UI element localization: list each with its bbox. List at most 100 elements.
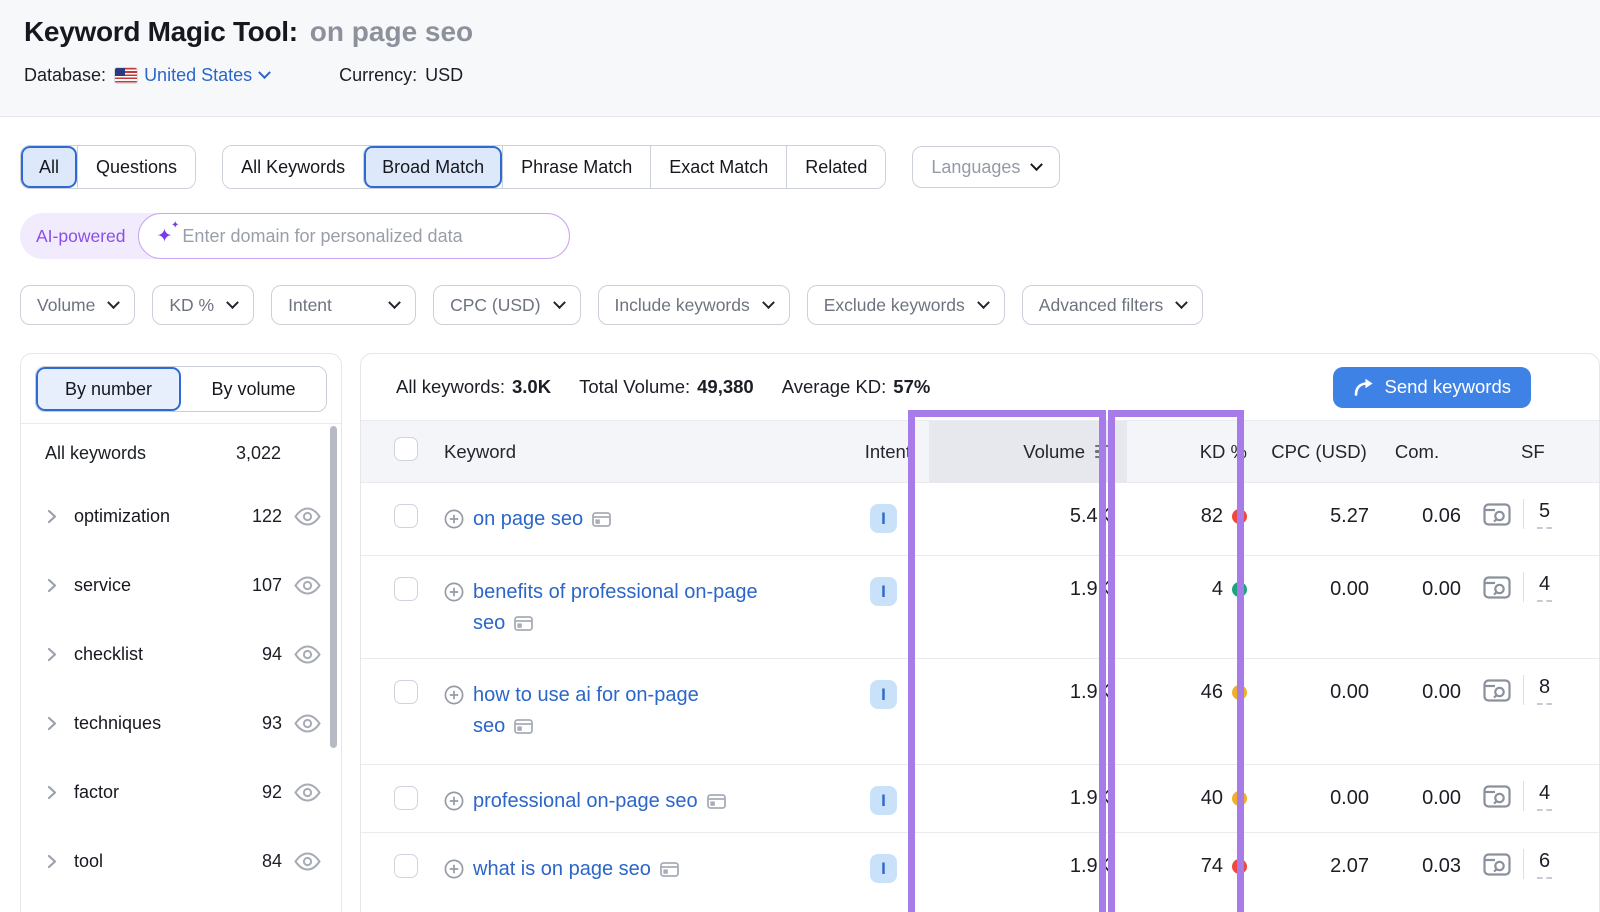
group-count: 94 [261, 644, 282, 664]
cpc-value: 5.27 [1330, 505, 1369, 527]
serp-page-icon[interactable] [660, 856, 679, 887]
toggle-by-volume[interactable]: By volume [181, 367, 326, 411]
stat-value: 49,380 [697, 376, 754, 397]
sf-count[interactable]: 6 [1537, 850, 1553, 879]
sidebar-group-optimization[interactable]: optimization 122 [21, 482, 341, 551]
cpc-value: 0.00 [1330, 787, 1369, 809]
stat-total-volume: Total Volume: 49,380 [579, 376, 754, 398]
domain-input[interactable] [182, 225, 551, 247]
serp-page-icon[interactable] [514, 610, 534, 641]
page-title: Keyword Magic Tool: [24, 16, 298, 47]
keyword-groups-sidebar: By number By volume All keywords 3,022 o… [20, 353, 342, 912]
serp-search-icon[interactable] [1483, 852, 1511, 876]
send-arrow-icon [1354, 378, 1373, 396]
row-checkbox[interactable] [394, 680, 418, 704]
serp-search-icon[interactable] [1483, 502, 1511, 526]
filter-intent[interactable]: Intent [271, 285, 417, 325]
filter-kd[interactable]: KD % [152, 285, 255, 325]
kd-value: 40 [1200, 787, 1223, 809]
sf-count[interactable]: 4 [1537, 573, 1553, 602]
eye-icon[interactable] [294, 645, 321, 664]
chevron-right-icon [47, 785, 57, 800]
tab-exact-match[interactable]: Exact Match [650, 146, 787, 188]
eye-icon[interactable] [294, 714, 321, 733]
keyword-link[interactable]: professional on-page seo [473, 786, 726, 819]
com-value: 0.00 [1422, 681, 1461, 703]
filter-include-keywords[interactable]: Include keywords [597, 285, 790, 325]
select-all-checkbox[interactable] [394, 437, 418, 461]
database-value: United States [144, 65, 253, 85]
serp-page-icon[interactable] [514, 713, 534, 744]
add-circle-icon[interactable] [444, 791, 464, 819]
tab-all[interactable]: All [21, 146, 78, 188]
sidebar-group-tool[interactable]: tool 84 [21, 827, 341, 896]
sidebar-group-techniques[interactable]: techniques 93 [21, 689, 341, 758]
eye-icon[interactable] [294, 852, 321, 871]
toggle-by-number[interactable]: By number [36, 367, 181, 411]
keyword-link[interactable]: on page seo [473, 504, 612, 537]
eye-icon[interactable] [294, 576, 321, 595]
add-circle-icon[interactable] [444, 685, 464, 744]
column-cpc[interactable]: CPC (USD) [1271, 440, 1367, 462]
tab-all-keywords[interactable]: All Keywords [223, 146, 364, 188]
database-selector[interactable]: United States [144, 65, 271, 86]
keyword-link[interactable]: how to use ai for on-page seo [473, 680, 723, 744]
group-label: optimization [74, 506, 171, 526]
chevron-right-icon [47, 854, 57, 869]
all-keywords-row[interactable]: All keywords 3,022 [21, 424, 341, 482]
sort-desc-icon [1095, 444, 1111, 459]
kd-dot [1232, 859, 1247, 874]
row-checkbox[interactable] [394, 854, 418, 878]
filter-exclude-keywords[interactable]: Exclude keywords [806, 285, 1005, 325]
chevron-down-icon [761, 295, 775, 309]
filter-cpc[interactable]: CPC (USD) [433, 285, 581, 325]
com-value: 0.06 [1422, 505, 1461, 527]
tab-questions[interactable]: Questions [77, 146, 196, 188]
filter-advanced[interactable]: Advanced filters [1021, 285, 1204, 325]
column-com[interactable]: Com. [1394, 440, 1440, 462]
kd-dot [1232, 685, 1247, 700]
keyword-text: benefits of professional on-page seo [473, 581, 758, 634]
sidebar-group-service[interactable]: service 107 [21, 551, 341, 620]
serp-page-icon[interactable] [592, 506, 612, 537]
keyword-link[interactable]: benefits of professional on-page seo [473, 577, 783, 641]
group-count: 107 [251, 575, 282, 595]
sidebar-group-checklist[interactable]: checklist 94 [21, 620, 341, 689]
kd-value: 82 [1200, 505, 1223, 527]
send-keywords-button[interactable]: Send keywords [1332, 366, 1531, 408]
eye-icon[interactable] [294, 507, 321, 526]
serp-search-icon[interactable] [1483, 575, 1511, 599]
tab-phrase-match[interactable]: Phrase Match [502, 146, 651, 188]
volume-value: 1.9K [1069, 578, 1111, 600]
row-checkbox[interactable] [394, 577, 418, 601]
column-sf[interactable]: SF [1521, 440, 1545, 462]
add-circle-icon[interactable] [444, 582, 464, 641]
sf-count[interactable]: 5 [1537, 500, 1553, 529]
sidebar-scrollbar[interactable] [330, 426, 337, 748]
stat-label: All keywords: [396, 376, 505, 397]
row-checkbox[interactable] [394, 504, 418, 528]
filter-volume[interactable]: Volume [20, 285, 136, 325]
tab-broad-match[interactable]: Broad Match [363, 146, 503, 188]
tab-related[interactable]: Related [786, 146, 886, 188]
eye-icon[interactable] [294, 783, 321, 802]
column-kd[interactable]: KD % [1199, 440, 1247, 462]
add-circle-icon[interactable] [444, 859, 464, 887]
serp-search-icon[interactable] [1483, 678, 1511, 702]
add-circle-icon[interactable] [444, 509, 464, 537]
keyword-link[interactable]: what is on page seo [473, 854, 679, 887]
chevron-right-icon [47, 716, 57, 731]
sf-count[interactable]: 8 [1537, 676, 1553, 705]
stat-label: Average KD: [781, 376, 887, 397]
filter-label: Volume [37, 294, 96, 315]
column-volume[interactable]: Volume [929, 420, 1127, 483]
sf-count[interactable]: 4 [1537, 782, 1553, 811]
column-intent[interactable]: Intent [864, 440, 911, 462]
domain-input-pill[interactable]: ✦ [137, 213, 570, 259]
serp-page-icon[interactable] [706, 788, 726, 819]
languages-dropdown[interactable]: Languages [912, 146, 1061, 188]
column-keyword[interactable]: Keyword [444, 440, 516, 462]
row-checkbox[interactable] [394, 786, 418, 810]
serp-search-icon[interactable] [1483, 784, 1511, 808]
sidebar-group-factor[interactable]: factor 92 [21, 758, 341, 827]
